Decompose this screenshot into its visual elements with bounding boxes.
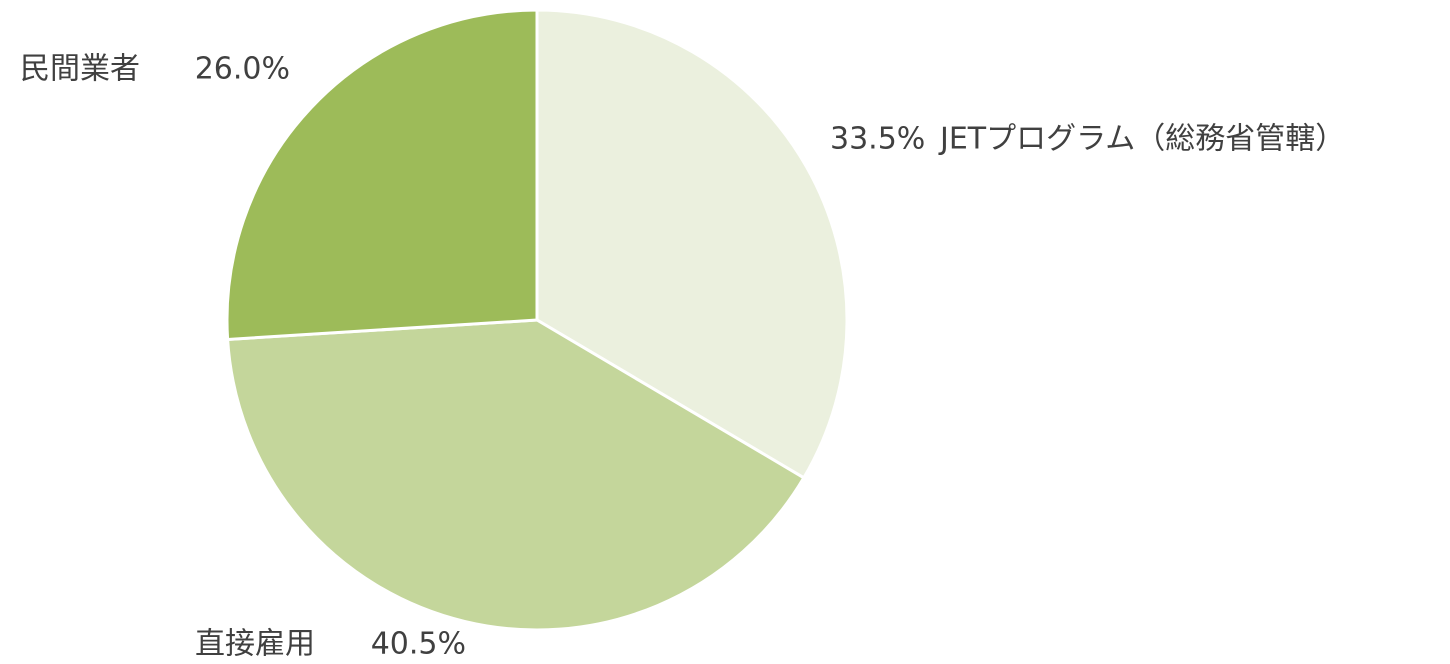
pie-slice [535, 8, 849, 480]
value-label: 26.0% [195, 52, 290, 87]
value-label: 33.5% [830, 122, 925, 157]
slice-label: 直接雇用 [195, 627, 315, 662]
value-label: 40.5% [371, 627, 466, 662]
pie-slice [226, 318, 806, 632]
pie-slice [225, 8, 539, 342]
slice-label: 民間業者 [20, 52, 140, 87]
slice-label: JETプログラム（総務省管轄） [938, 122, 1345, 157]
